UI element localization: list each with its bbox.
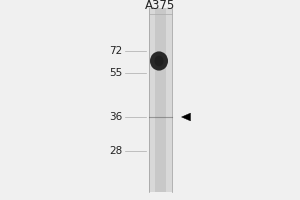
Bar xyxy=(155,8,166,192)
Ellipse shape xyxy=(154,56,164,66)
Bar xyxy=(149,8,172,192)
Text: 72: 72 xyxy=(109,46,122,56)
Text: A375: A375 xyxy=(146,0,176,12)
Text: 55: 55 xyxy=(109,68,122,78)
Text: 36: 36 xyxy=(109,112,122,122)
Polygon shape xyxy=(182,113,190,121)
Text: 28: 28 xyxy=(109,146,122,156)
Ellipse shape xyxy=(150,51,168,71)
